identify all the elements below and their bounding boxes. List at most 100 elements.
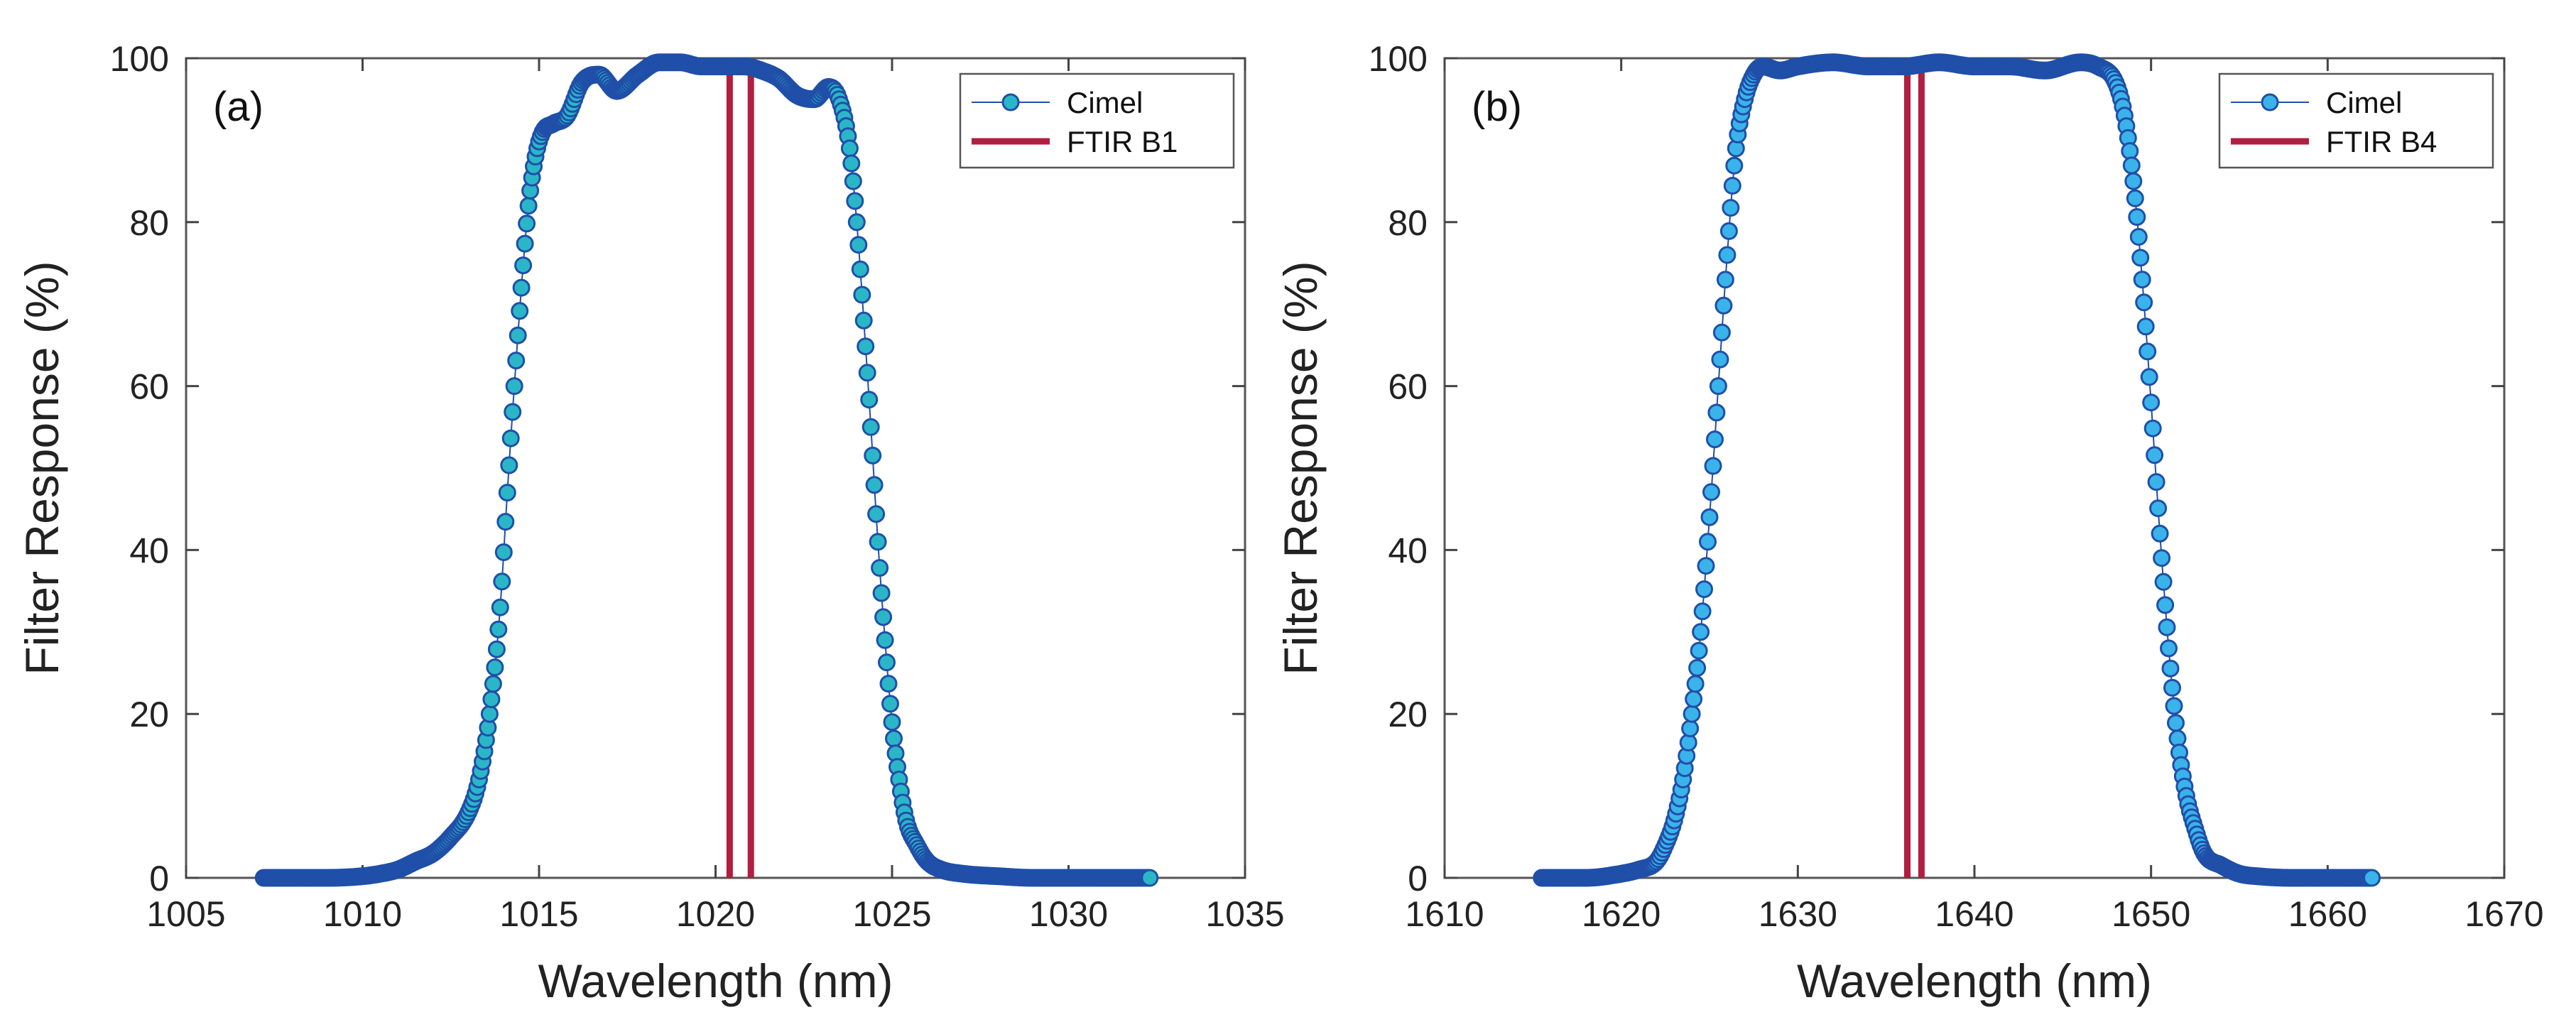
y-tick-label-a-0: 0 — [149, 859, 169, 898]
cimel-point-a-335 — [846, 192, 864, 210]
x-tick-label-a-1: 1010 — [323, 894, 402, 934]
cimel-point-a-355 — [881, 695, 899, 713]
cimel-point-b-338 — [2129, 228, 2148, 246]
cimel-point-a-136 — [494, 543, 513, 561]
cimel-point-b-86 — [1685, 690, 1703, 708]
cimel-point-a-147 — [514, 256, 533, 275]
y-tick-label-b-5: 100 — [1369, 39, 1428, 79]
cimel-point-b-97 — [1704, 457, 1722, 475]
cimel-point-a-138 — [498, 484, 516, 502]
y-tick-label-b-4: 80 — [1388, 203, 1428, 243]
cimel-point-a-128 — [480, 705, 499, 723]
x-tick-label-b-6: 1670 — [2464, 894, 2543, 934]
cimel-point-a-149 — [518, 214, 536, 233]
y-tick-label-a-5: 100 — [110, 39, 169, 79]
cimel-point-a-339 — [853, 286, 871, 304]
panel-label-a: (a) — [213, 84, 263, 130]
plot-frame-b — [1443, 57, 2506, 879]
x-tick-label-a-4: 1025 — [852, 894, 931, 934]
cimel-point-a-333 — [842, 154, 861, 173]
y-tick-label-a-1: 20 — [129, 695, 169, 734]
series-a — [254, 53, 1159, 887]
cimel-point-a-345 — [864, 446, 882, 464]
legend-cimel-marker-b — [2261, 93, 2279, 112]
cimel-point-a-357 — [885, 729, 903, 748]
cimel-markers-b — [1533, 53, 2381, 887]
cimel-point-a-133 — [489, 620, 508, 639]
x-tick-label-b-0: 1610 — [1405, 894, 1484, 934]
cimel-point-b-355 — [2160, 639, 2178, 658]
y-ticks-a: 0 20 40 60 80 100 — [110, 39, 1245, 898]
cimel-point-a-348 — [869, 533, 887, 551]
cimel-point-b-101 — [1711, 350, 1729, 369]
plot-frame-a — [185, 57, 1246, 879]
legend-b: Cimel FTIR B4 — [2218, 72, 2494, 169]
x-tick-label-b-4: 1650 — [2112, 894, 2190, 934]
x-tick-label-a-6: 1035 — [1205, 894, 1284, 934]
cimel-point-b-359 — [2167, 714, 2185, 732]
cimel-point-a-352 — [876, 631, 894, 649]
cimel-point-a-140 — [501, 429, 520, 447]
cimel-point-a-148 — [516, 234, 534, 253]
cimel-point-b-353 — [2156, 596, 2175, 614]
cimel-point-a-135 — [493, 572, 511, 591]
x-axis-title-a: Wavelength (nm) — [538, 955, 893, 1007]
cimel-point-b-343 — [2138, 342, 2157, 361]
cimel-point-b-89 — [1690, 641, 1708, 660]
cimel-point-a-351 — [874, 608, 893, 626]
cimel-point-a-350 — [872, 584, 891, 602]
cimel-point-b-337 — [2128, 208, 2146, 226]
cimel-point-a-342 — [858, 364, 876, 382]
cimel-point-a-346 — [865, 476, 884, 494]
cimel-point-a-129 — [482, 690, 501, 709]
cimel-point-b-102 — [1712, 323, 1731, 342]
panel-label-b: (b) — [1472, 84, 1522, 130]
cimel-point-a-336 — [847, 213, 866, 232]
y-ticks-b: 0 20 40 60 80 100 — [1369, 39, 2504, 898]
cimel-point-a-137 — [496, 513, 515, 531]
cimel-point-b-95 — [1700, 508, 1719, 526]
x-tick-label-b-3: 1640 — [1935, 894, 2013, 934]
cimel-point-a-347 — [867, 505, 886, 523]
x-tick-label-a-3: 1020 — [676, 894, 755, 934]
x-tick-label-b-2: 1630 — [1759, 894, 1837, 934]
cimel-point-b-98 — [1706, 430, 1724, 449]
cimel-point-b-90 — [1692, 623, 1710, 641]
cimel-point-a-131 — [486, 658, 504, 677]
cimel-point-b-84 — [1681, 719, 1700, 738]
cimel-point-b-348 — [2147, 473, 2165, 491]
legend-cimel-label-b: Cimel — [2326, 86, 2402, 119]
cimel-point-b-87 — [1686, 675, 1705, 693]
cimel-point-a-356 — [883, 713, 901, 732]
y-tick-label-b-3: 60 — [1388, 367, 1428, 407]
legend-ftir-label-b: FTIR B4 — [2326, 125, 2437, 158]
cimel-point-a-145 — [511, 302, 529, 320]
y-tick-label-a-2: 40 — [129, 531, 169, 570]
cimel-point-b-99 — [1707, 403, 1726, 422]
cimel-point-b-358 — [2165, 697, 2183, 715]
cimel-point-a-341 — [857, 337, 875, 356]
x-tick-label-a-0: 1005 — [146, 894, 225, 934]
cimel-point-b-93 — [1697, 557, 1715, 575]
cimel-point-a-354 — [879, 675, 898, 693]
legend-cimel-label-a: Cimel — [1067, 86, 1143, 119]
cimel-point-a-139 — [500, 456, 518, 474]
cimel-point-b-350 — [2151, 524, 2169, 543]
cimel-point-a-134 — [491, 598, 509, 616]
cimel-point-b-341 — [2135, 293, 2153, 312]
y-tick-label-b-2: 40 — [1388, 531, 1428, 570]
cimel-point-b-88 — [1688, 658, 1707, 677]
cimel-point-b-104 — [1716, 271, 1734, 289]
y-axis-title-a: Filter Response (%) — [16, 261, 68, 675]
cimel-point-a-150 — [519, 197, 538, 215]
cimel-point-b-103 — [1714, 296, 1733, 315]
y-tick-label-a-3: 60 — [129, 367, 169, 407]
cimel-point-b-334 — [2122, 156, 2141, 175]
cimel-point-b-108 — [1723, 177, 1741, 195]
x-tick-label-b-1: 1620 — [1582, 894, 1661, 934]
cimel-point-b-470 — [2363, 869, 2381, 887]
cimel-point-a-144 — [509, 326, 527, 344]
cimel-point-b-351 — [2153, 549, 2171, 567]
cimel-point-b-333 — [2121, 142, 2139, 161]
legend-a: Cimel FTIR B1 — [959, 72, 1235, 169]
